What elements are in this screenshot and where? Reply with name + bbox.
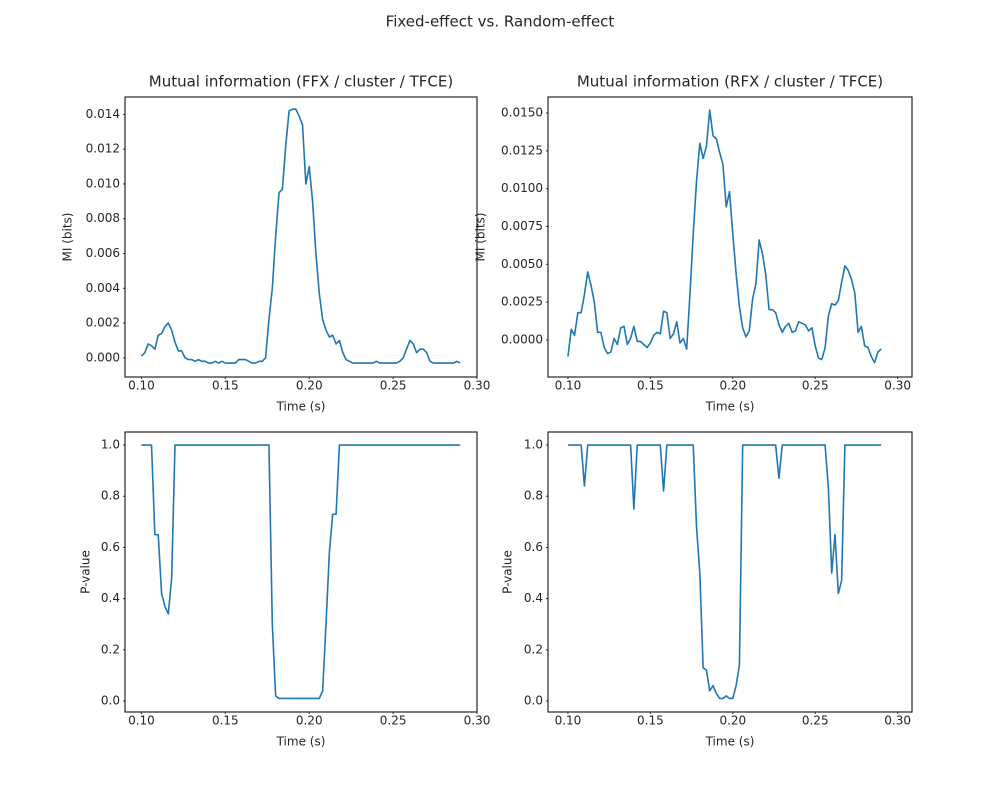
y-axis-label: MI (bits) xyxy=(61,213,75,262)
y-tick-label: 0.6 xyxy=(101,540,120,554)
y-tick-label: 0.0050 xyxy=(501,257,543,271)
y-tick-label: 0.4 xyxy=(101,591,120,605)
x-axis-label: Time (s) xyxy=(276,735,326,749)
axes-frame xyxy=(124,96,478,378)
x-tick-label: 0.20 xyxy=(296,714,323,728)
y-tick-label: 0.006 xyxy=(86,246,120,260)
x-tick-label: 0.30 xyxy=(884,714,911,728)
y-tick-label: 0.0000 xyxy=(501,332,543,346)
x-axis-label: Time (s) xyxy=(276,400,326,414)
y-tick-label: 0.004 xyxy=(86,281,120,295)
y-axis-label: P-value xyxy=(501,550,515,594)
y-tick-label: 0.2 xyxy=(524,642,543,656)
x-tick-label: 0.10 xyxy=(128,714,155,728)
axes-frame xyxy=(124,431,478,713)
y-tick-label: 0.002 xyxy=(86,316,120,330)
y-axis-label: MI (bits) xyxy=(474,213,488,262)
y-tick-label: 0.6 xyxy=(524,540,543,554)
x-tick-label: 0.10 xyxy=(555,379,582,393)
y-tick-label: 0.0075 xyxy=(501,219,543,233)
y-tick-label: 0.4 xyxy=(524,591,543,605)
figure-title: Fixed-effect vs. Random-effect xyxy=(386,13,615,31)
x-tick-label: 0.30 xyxy=(884,379,911,393)
y-tick-label: 0.012 xyxy=(86,142,120,156)
y-tick-label: 0.2 xyxy=(101,642,120,656)
y-axis-label: P-value xyxy=(79,550,93,594)
x-tick-label: 0.20 xyxy=(719,379,746,393)
y-tick-label: 0.000 xyxy=(86,350,120,364)
data-line xyxy=(141,444,461,700)
axes-frame xyxy=(547,96,913,378)
data-line xyxy=(567,109,882,364)
x-tick-label: 0.25 xyxy=(380,379,407,393)
y-tick-label: 0.0100 xyxy=(501,181,543,195)
y-tick-label: 0.0125 xyxy=(501,143,543,157)
axes-frame xyxy=(547,431,913,713)
x-tick-label: 0.15 xyxy=(637,714,664,728)
x-tick-label: 0.15 xyxy=(637,379,664,393)
x-tick-label: 0.20 xyxy=(296,379,323,393)
x-tick-label: 0.25 xyxy=(380,714,407,728)
x-axis-label: Time (s) xyxy=(705,735,755,749)
y-tick-label: 0.008 xyxy=(86,211,120,225)
x-tick-label: 0.15 xyxy=(212,714,239,728)
x-tick-label: 0.10 xyxy=(555,714,582,728)
data-line xyxy=(567,444,882,700)
x-tick-label: 0.30 xyxy=(464,714,491,728)
x-axis-label: Time (s) xyxy=(705,400,755,414)
y-tick-label: 1.0 xyxy=(101,438,120,452)
y-tick-label: 0.0150 xyxy=(501,106,543,120)
x-tick-label: 0.10 xyxy=(128,379,155,393)
y-tick-label: 0.8 xyxy=(524,489,543,503)
chart-title: Mutual information (FFX / cluster / TFCE… xyxy=(149,73,453,91)
x-tick-label: 0.20 xyxy=(719,714,746,728)
y-tick-label: 0.0025 xyxy=(501,295,543,309)
x-tick-label: 0.30 xyxy=(464,379,491,393)
y-tick-label: 0.0 xyxy=(101,693,120,707)
data-line xyxy=(140,108,461,364)
y-tick-label: 0.010 xyxy=(86,176,120,190)
x-tick-label: 0.15 xyxy=(212,379,239,393)
x-tick-label: 0.25 xyxy=(802,714,829,728)
y-tick-label: 0.014 xyxy=(86,107,120,121)
chart-title: Mutual information (RFX / cluster / TFCE… xyxy=(577,73,883,91)
y-tick-label: 0.0 xyxy=(524,693,543,707)
y-tick-label: 0.8 xyxy=(101,489,120,503)
y-tick-label: 1.0 xyxy=(524,438,543,452)
x-tick-label: 0.25 xyxy=(802,379,829,393)
